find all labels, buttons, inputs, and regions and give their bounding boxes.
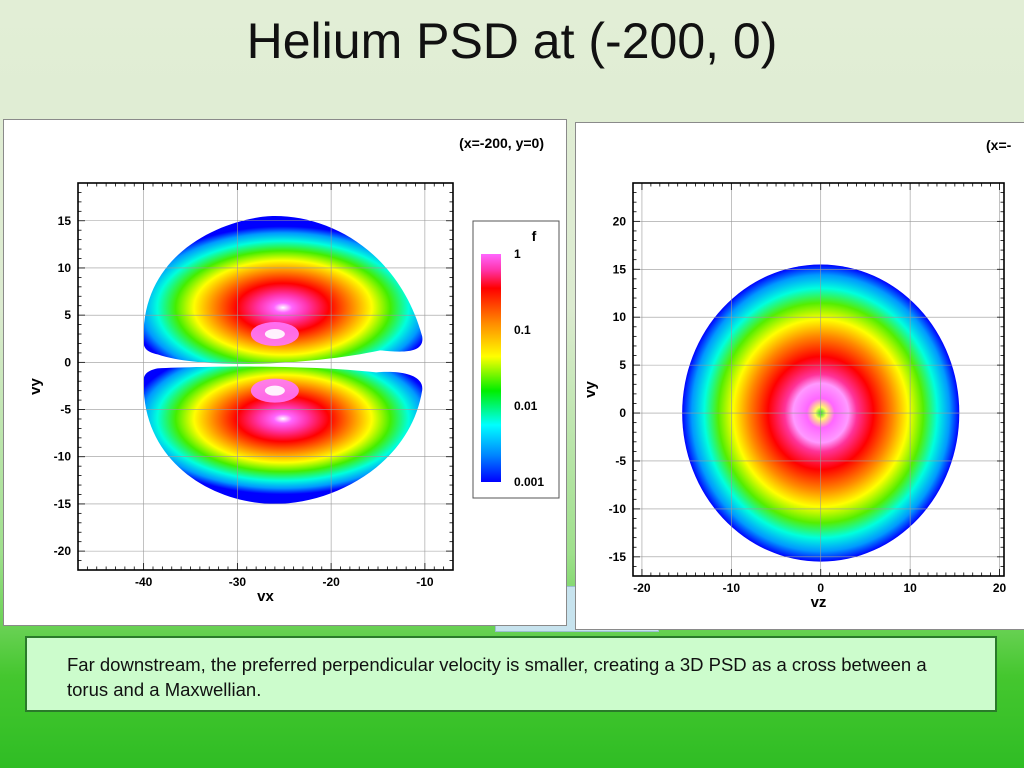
right-y-tick-label: -10: [609, 502, 627, 516]
left-annotation: (x=-200, y=0): [459, 135, 544, 151]
left-plot-panel: (x=-200, y=0) -40 -30 -20 -10 15 10 5 0 -5 -10 -15…: [3, 119, 567, 626]
right-y-tick-label: 10: [613, 310, 627, 324]
left-y-axis-label: vy: [27, 378, 44, 395]
left-y-tick-label: 10: [58, 261, 72, 275]
colorbar-label: 1: [514, 247, 521, 261]
right-x-tick-label: -10: [723, 581, 741, 595]
lower-lobe: [143, 366, 423, 504]
right-plot-area: -20 -10 0 10 20 20 15 10 5 0 -5 -10 -15 vz vy: [582, 182, 1007, 611]
colorbar-label: 0.001: [514, 475, 544, 489]
right-annotation: (x=-: [986, 137, 1012, 153]
left-psd-chart: (x=-200, y=0) -40 -30 -20 -10 15 10 5 0 -5 -10 -15…: [27, 135, 560, 605]
caption-text: Far downstream, the preferred perpendicu…: [67, 654, 927, 700]
right-x-tick-label: 0: [817, 581, 824, 595]
left-x-tick-label: -40: [135, 575, 153, 589]
right-y-tick-label: 0: [619, 406, 626, 420]
right-x-tick-label: 20: [993, 581, 1007, 595]
left-x-tick-label: -10: [416, 575, 434, 589]
right-y-tick-label: 15: [613, 262, 627, 276]
left-y-tick-label: 5: [64, 308, 71, 322]
right-y-axis-label: vy: [582, 381, 599, 398]
colorbar-gradient: [481, 254, 501, 482]
left-plot-area: -40 -30 -20 -10 15 10 5 0 -5 -10 -15 -20 vx vy: [27, 182, 454, 605]
right-plot-panel: (x=- -20 -10 0 10 20 20 15 10 5 0 -5 -10 -15 vz vy: [575, 122, 1024, 630]
peak-core-0: [264, 329, 285, 340]
left-frame: [77, 182, 454, 571]
left-y-tick-label: -20: [54, 544, 72, 558]
peak-core-1: [264, 385, 285, 396]
left-y-tick-label: 15: [58, 214, 72, 228]
upper-lobe: [143, 216, 423, 364]
right-y-tick-label: -5: [615, 454, 626, 468]
left-x-axis-label: vx: [257, 588, 274, 605]
right-x-tick-label: 10: [903, 581, 917, 595]
colorbar-label: 0.01: [514, 399, 538, 413]
right-y-tick-label: 5: [619, 358, 626, 372]
left-y-tick-label: 0: [64, 355, 71, 369]
caption-box: Far downstream, the preferred perpendicu…: [25, 636, 997, 712]
colorbar-label: 0.1: [514, 323, 531, 337]
colorbar: f1 0.1 0.01 0.001: [472, 220, 560, 499]
right-y-tick-label: 20: [613, 214, 627, 228]
left-y-tick-label: -10: [54, 450, 72, 464]
right-x-tick-label: -20: [633, 581, 651, 595]
right-psd-chart: (x=- -20 -10 0 10 20 20 15 10 5 0 -5 -10 -15 vz vy: [582, 137, 1012, 611]
left-x-tick-label: -30: [229, 575, 247, 589]
left-x-tick-label: -20: [322, 575, 340, 589]
slide-title: Helium PSD at (-200, 0): [246, 13, 778, 69]
left-y-tick-label: -15: [54, 497, 72, 511]
colorbar-title: f: [532, 228, 537, 244]
right-y-tick-label: -15: [609, 550, 627, 564]
right-x-axis-label: vz: [811, 594, 827, 611]
left-y-tick-label: -5: [60, 403, 71, 417]
right-frame: [632, 182, 1005, 577]
